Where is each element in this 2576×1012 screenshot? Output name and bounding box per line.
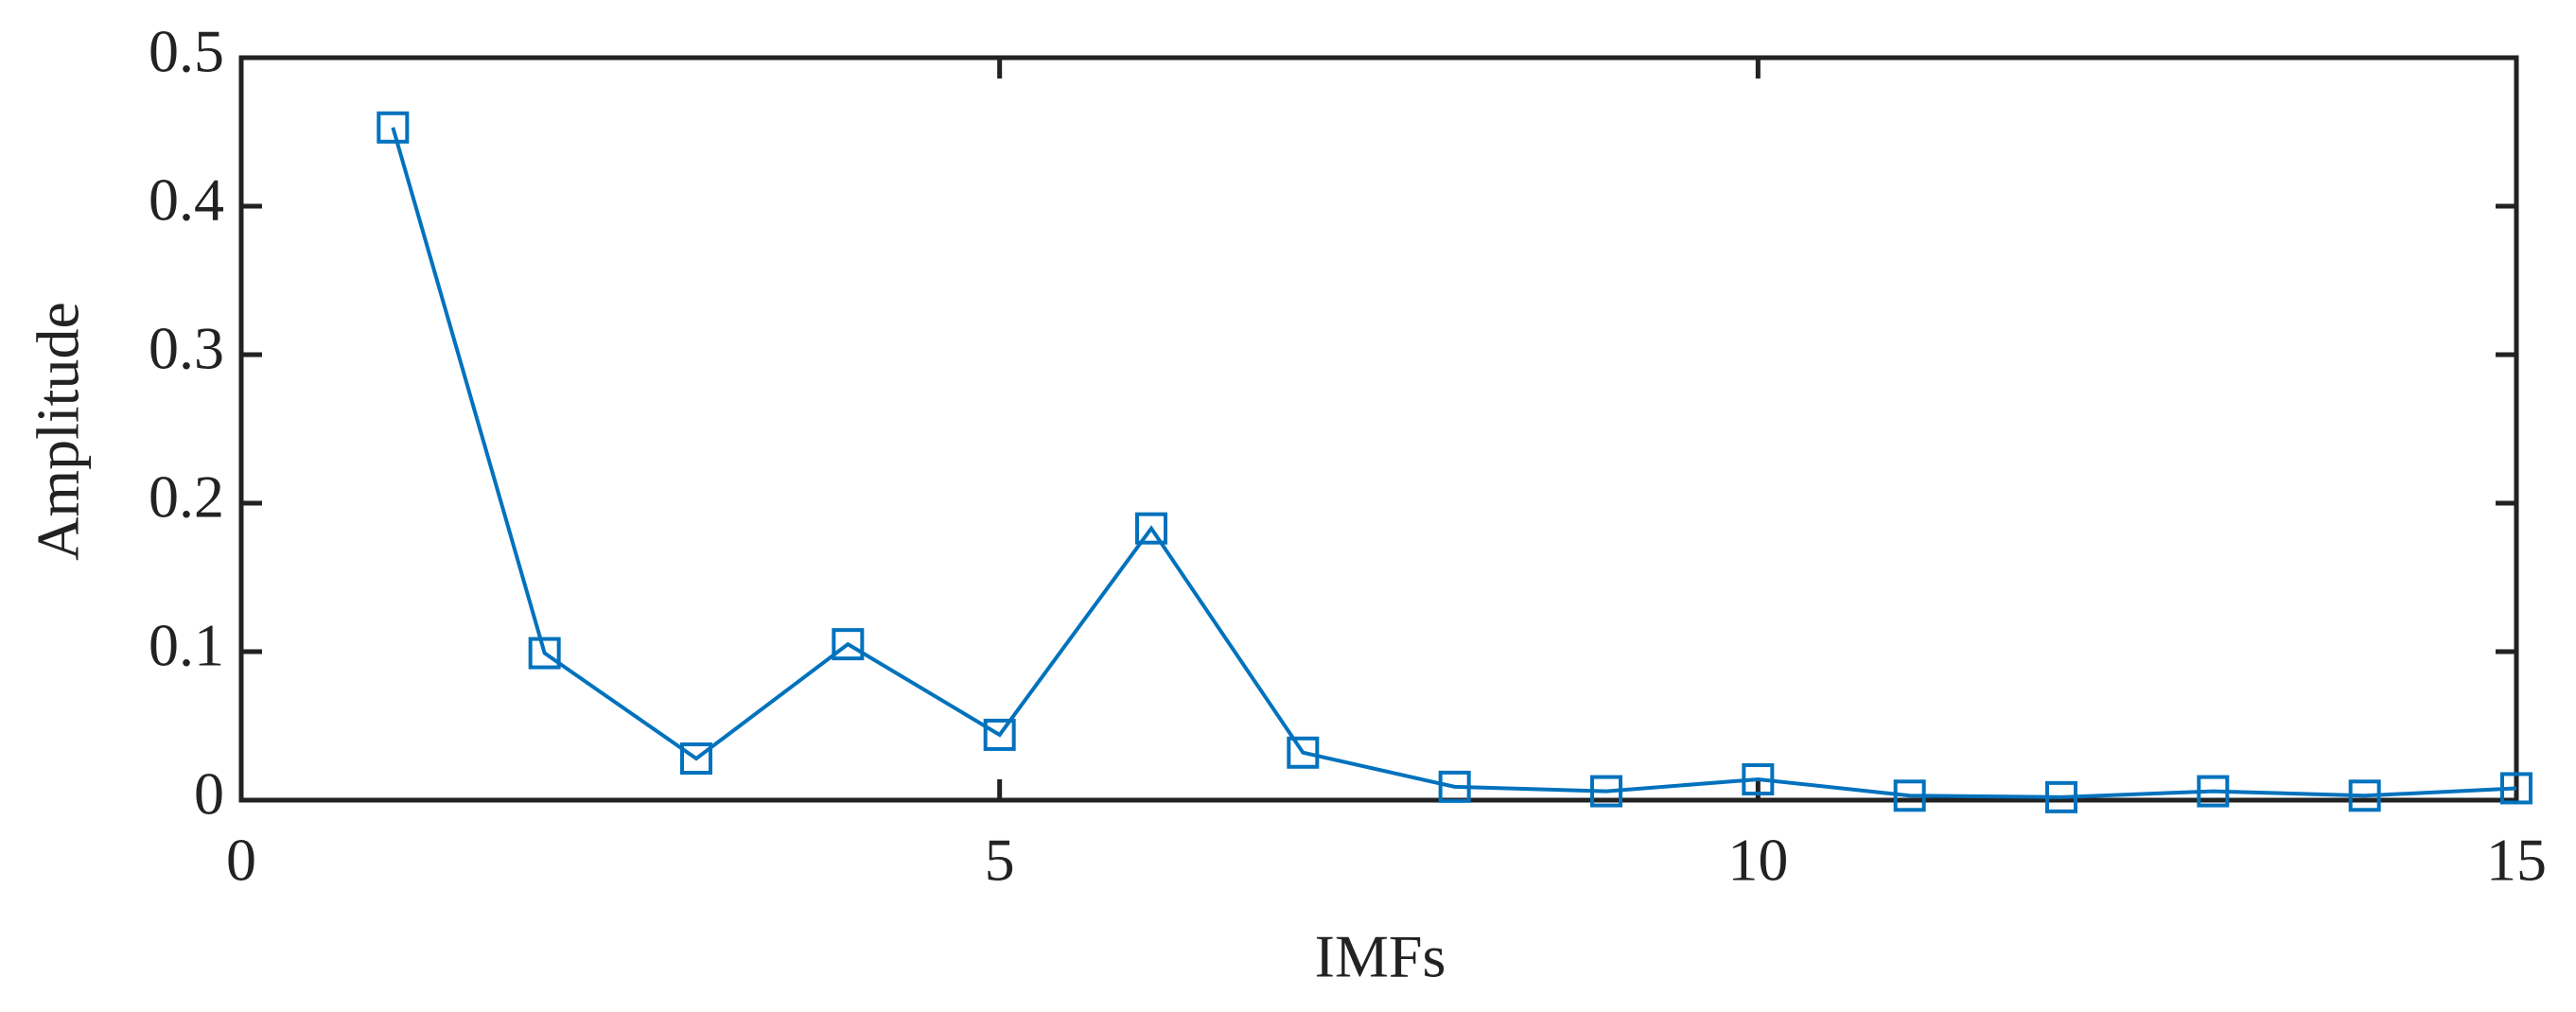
marker [1438,770,1471,803]
marker [1590,775,1622,808]
x-tick-label: 15 [2486,827,2547,894]
marker [377,111,410,144]
y-axis-label: Amplitude [25,302,92,561]
y-tick-label: 0.4 [149,166,224,234]
marker [528,637,561,670]
y-tick-label: 0 [194,760,224,828]
x-tick-label: 10 [1727,827,1788,894]
marker [1742,763,1775,796]
y-tick-label: 0.1 [149,612,224,679]
marker [2348,779,2381,812]
x-tick-label: 5 [985,827,1015,894]
data-line [391,127,2517,799]
y-tick-label: 0.5 [149,18,224,85]
marker [983,718,1016,751]
x-axis-label: IMFs [1315,923,1446,990]
marker [1135,512,1167,545]
x-tick-label: 0 [226,827,256,894]
y-tick-label: 0.3 [149,315,224,382]
y-tick-label: 0.2 [149,463,224,531]
marker [2197,775,2230,808]
marker [2045,780,2077,813]
marker [1287,736,1320,769]
marker [832,628,865,661]
marker [1893,779,1926,812]
axes-box [238,55,2519,803]
marker [2500,772,2532,805]
marker [680,742,712,776]
